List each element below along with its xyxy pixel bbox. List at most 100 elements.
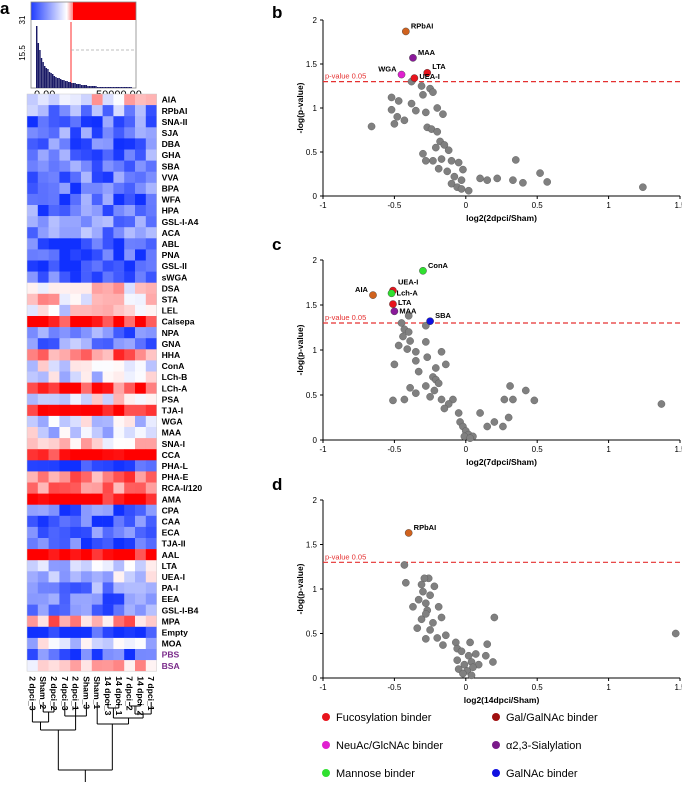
heatmap-cell	[27, 193, 39, 206]
heatmap-cell	[124, 571, 136, 583]
data-point	[530, 396, 539, 405]
heatmap-cell	[113, 94, 125, 106]
data-point	[393, 113, 402, 121]
heatmap-cell	[59, 382, 71, 394]
heatmap-row-label: GHA	[162, 150, 181, 160]
data-point	[402, 578, 410, 587]
heatmap-cell	[124, 438, 136, 450]
heatmap-cell	[91, 182, 103, 195]
heatmap-cell	[113, 382, 125, 394]
heatmap-cell	[135, 327, 147, 339]
heatmap-cell	[37, 504, 49, 517]
histogram-bar	[82, 85, 84, 88]
heatmap-cell	[27, 438, 39, 450]
histogram-y-tick-mid: 15.5	[18, 45, 27, 61]
heatmap-cell	[27, 660, 39, 672]
heatmap-cell	[113, 404, 125, 417]
heatmap-cell	[145, 438, 157, 450]
point-label: WGA	[378, 65, 397, 74]
data-point	[419, 91, 427, 99]
heatmap-cell	[113, 216, 125, 228]
heatmap-cell	[70, 438, 82, 450]
heatmap-cell	[81, 471, 93, 483]
heatmap-cell	[135, 349, 147, 361]
histogram-bar	[36, 26, 38, 88]
heatmap-cell	[48, 316, 60, 328]
data-point	[459, 165, 467, 174]
x-tick-label: 1.5	[674, 445, 682, 454]
data-point	[483, 640, 492, 648]
data-point	[412, 389, 420, 398]
heatmap-cell	[91, 316, 103, 328]
heatmap-cell	[59, 504, 71, 517]
heatmap-cell	[70, 316, 82, 328]
column-dendrogram	[31, 702, 152, 782]
heatmap-cell	[145, 116, 157, 128]
heatmap-cell	[91, 260, 103, 272]
heatmap-cell	[81, 205, 93, 217]
heatmap-cell	[124, 660, 136, 672]
data-point	[490, 613, 499, 622]
data-point	[389, 396, 397, 405]
heatmap-cell	[37, 282, 49, 295]
highlighted-point	[402, 27, 410, 36]
heatmap-cell	[37, 260, 49, 272]
heatmap-cell	[135, 660, 147, 672]
heatmap-cell	[135, 549, 147, 561]
heatmap-cell	[48, 171, 60, 184]
heatmap-cell	[70, 282, 82, 295]
data-point	[439, 110, 447, 118]
heatmap-cell	[27, 171, 39, 184]
heatmap-cell	[124, 238, 136, 250]
heatmap-column-label: 2 dpci_1	[71, 676, 81, 711]
heatmap-cell	[48, 604, 60, 616]
x-tick-label: -1	[319, 445, 327, 454]
heatmap-cell	[91, 138, 103, 150]
heatmap-cell	[70, 127, 82, 139]
highlighted-point	[419, 266, 427, 275]
heatmap-row-label: AIA	[162, 95, 177, 105]
heatmap-cell	[48, 360, 60, 372]
heatmap-cell	[70, 105, 82, 117]
point-label: AIA	[355, 285, 369, 294]
heatmap-cell	[145, 249, 157, 261]
heatmap-cell	[81, 526, 93, 539]
heatmap-cell	[70, 160, 82, 172]
heatmap-cell	[113, 571, 125, 583]
heatmap-cell	[102, 316, 114, 328]
highlighted-point	[389, 300, 397, 308]
data-point	[506, 382, 514, 390]
data-point	[442, 360, 450, 369]
heatmap-cell	[81, 349, 93, 361]
histogram-bar	[84, 85, 86, 88]
highlighted-point	[423, 69, 432, 77]
heatmap-cell	[135, 604, 147, 616]
heatmap-cell	[59, 193, 71, 206]
data-point	[481, 651, 490, 660]
heatmap-cell	[124, 582, 136, 594]
heatmap-cell	[27, 538, 39, 550]
heatmap-cell	[102, 94, 114, 106]
heatmap-cell	[124, 116, 136, 128]
heatmap-cell	[27, 382, 39, 394]
heatmap-cell	[113, 238, 125, 250]
heatmap-cell	[102, 460, 114, 472]
data-point	[444, 146, 453, 155]
data-point	[440, 141, 449, 149]
heatmap-cell	[124, 593, 136, 605]
histogram-bar	[53, 76, 56, 88]
heatmap-row-label: AAL	[162, 550, 180, 560]
heatmap-cell	[27, 515, 39, 528]
heatmap-cell	[81, 105, 93, 117]
heatmap-cell	[48, 160, 60, 172]
data-point	[440, 404, 449, 413]
heatmap-cell	[113, 504, 125, 517]
heatmap-cell	[48, 127, 60, 139]
heatmap-cell	[91, 127, 103, 139]
heatmap-cell	[27, 415, 39, 428]
heatmap-cell	[102, 116, 114, 128]
histogram-bar	[79, 84, 81, 88]
heatmap-column-labels: 2 dpci_3 Sham_2 2 dpci_2 7 dpci_3 2 dpci_1 Sh…	[27, 676, 156, 715]
heatmap-cell	[145, 182, 157, 195]
heatmap-cell	[81, 660, 93, 672]
